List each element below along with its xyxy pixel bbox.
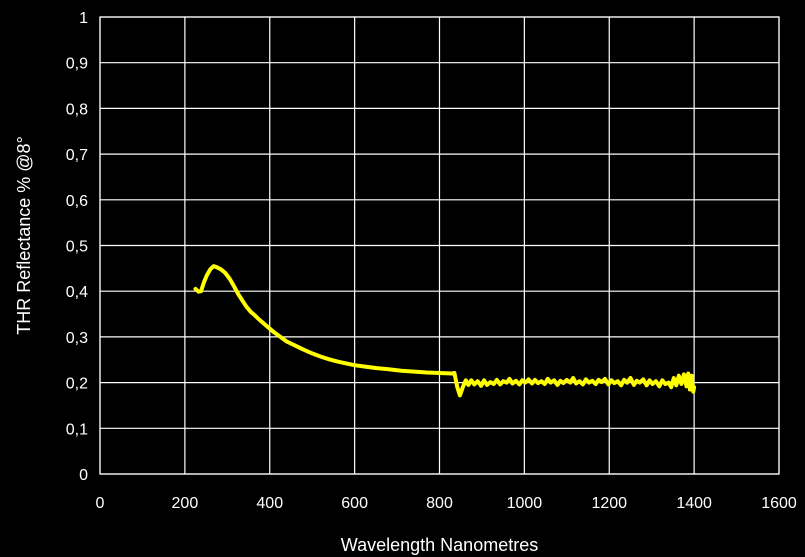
y-tick-label: 0,1 bbox=[66, 421, 88, 438]
x-tick-label: 600 bbox=[341, 495, 368, 512]
x-tick-label: 1200 bbox=[591, 495, 627, 512]
y-tick-label: 1 bbox=[79, 10, 88, 27]
x-axis-title: Wavelength Nanometres bbox=[341, 535, 538, 555]
y-tick-label: 0,5 bbox=[66, 239, 88, 256]
x-tick-label: 1600 bbox=[761, 495, 797, 512]
y-tick-label: 0,3 bbox=[66, 330, 88, 347]
tick-labels: 0 0,1 0,2 0,3 0,4 0,5 0,6 0,7 0,8 0,9 1 0 200 400 600 8… bbox=[66, 10, 797, 512]
x-tick-label: 1000 bbox=[507, 495, 543, 512]
x-tick-label: 200 bbox=[172, 495, 199, 512]
x-tick-label: 400 bbox=[256, 495, 283, 512]
x-tick-label: 1400 bbox=[676, 495, 712, 512]
x-tick-label: 800 bbox=[426, 495, 453, 512]
y-tick-label: 0,6 bbox=[66, 193, 88, 210]
series-layer bbox=[193, 264, 697, 398]
series-line bbox=[193, 264, 697, 398]
x-tick-label: 0 bbox=[96, 495, 105, 512]
y-tick-label: 0,9 bbox=[66, 56, 88, 73]
grid-lines bbox=[99, 16, 780, 475]
y-tick-label: 0,2 bbox=[66, 376, 88, 393]
y-tick-label: 0,8 bbox=[66, 101, 88, 118]
y-tick-label: 0,4 bbox=[66, 284, 88, 301]
y-tick-label: 0,7 bbox=[66, 147, 88, 164]
y-tick-label: 0 bbox=[79, 467, 88, 484]
y-axis-title: THR Reflectance % @8° bbox=[14, 136, 34, 335]
